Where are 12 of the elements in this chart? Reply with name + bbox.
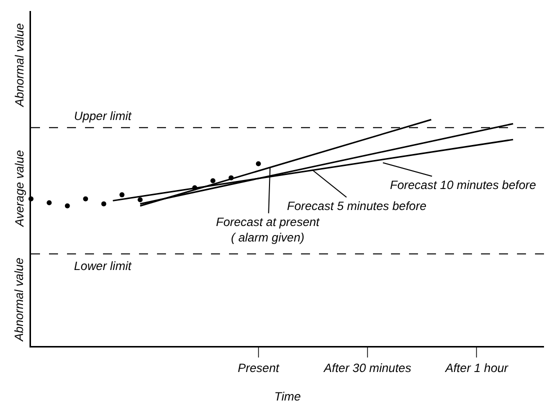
text: Abnormal value [12, 257, 26, 342]
text: Average value [12, 150, 26, 228]
x-axis-title: Time [274, 390, 302, 404]
annotation: Forecast 10 minutes before [390, 178, 536, 192]
x-tick-label: After 30 minutes [322, 360, 412, 375]
annotation: Forecast at present ( alarm given) [216, 215, 320, 245]
x-tick-label: After 1 hour [444, 360, 510, 375]
ref-line-label: Lower limit [74, 259, 132, 273]
annotation: Forecast 5 minutes before [287, 199, 427, 213]
x-tick-label: Present [238, 360, 280, 375]
ref-line-label: Upper limit [74, 109, 132, 123]
text: Abnormal value [12, 22, 26, 108]
